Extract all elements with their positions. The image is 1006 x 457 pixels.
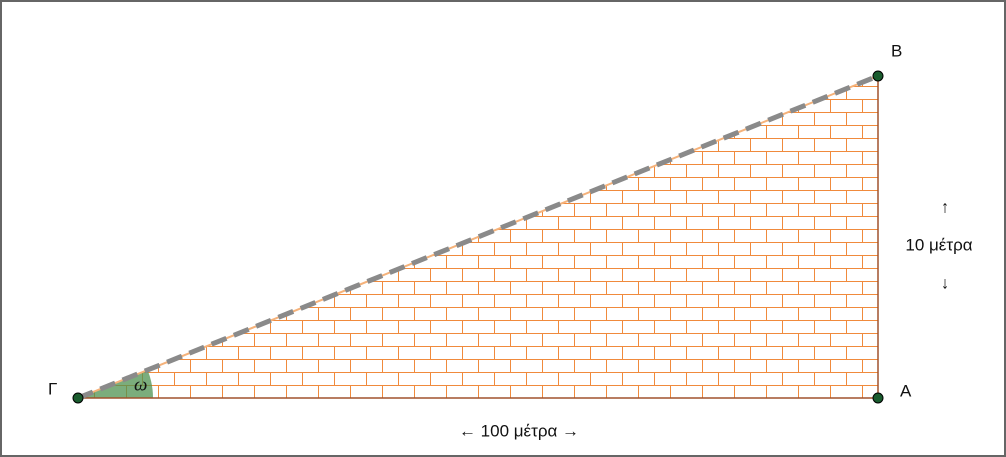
point-gamma bbox=[72, 392, 84, 404]
height-label: 10 μέτρα bbox=[905, 235, 972, 254]
arrow-up: ↑ bbox=[941, 197, 950, 216]
hypotenuse-edge bbox=[77, 75, 879, 399]
point-a bbox=[872, 392, 884, 404]
point-b bbox=[872, 70, 884, 82]
arrow-down: ↓ bbox=[941, 273, 950, 292]
point-label: B bbox=[891, 41, 902, 60]
point-label: Γ bbox=[48, 379, 57, 398]
angle-label: ω bbox=[134, 374, 147, 395]
point-label: A bbox=[900, 381, 912, 400]
base-label: ← 100 μέτρα → bbox=[459, 421, 579, 440]
